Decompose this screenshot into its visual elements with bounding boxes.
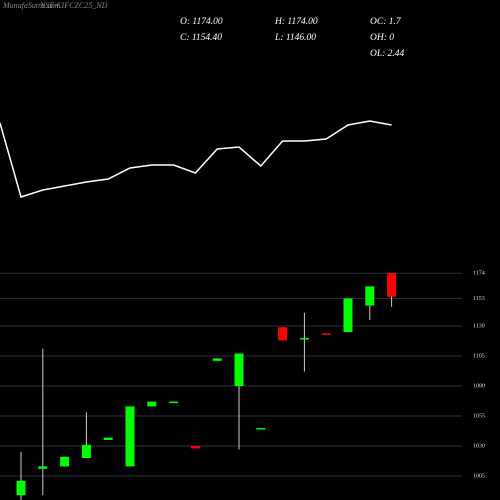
candle-body (256, 428, 266, 430)
candle-body (169, 401, 179, 404)
watermark: MunafaSutra.com (2, 1, 61, 10)
ohlc-value: OC: 1.7 (370, 17, 402, 27)
y-tick-label: 1030 (473, 443, 485, 449)
candle-body (190, 446, 200, 449)
candle-body (60, 456, 70, 467)
y-tick-label: 1174 (473, 271, 485, 277)
y-tick-label: 1080 (473, 383, 485, 389)
ohlc-value: O: 1174.00 (180, 17, 223, 27)
candle-body (38, 466, 48, 469)
y-tick-label: 1105 (473, 353, 485, 359)
y-tick-label: 1055 (473, 413, 485, 419)
candle-body (212, 358, 222, 361)
symbol: NSE CIFCZC25_ND (39, 1, 108, 10)
candle-body (16, 480, 26, 496)
ohlc-value: H: 1174.00 (274, 17, 318, 27)
ohlc-value: OH: 0 (370, 33, 394, 43)
candle-body (103, 437, 113, 440)
candle-body (365, 286, 375, 306)
candle-body (343, 298, 353, 332)
candle-body (278, 327, 288, 341)
candle-body (234, 353, 244, 386)
candle-body (299, 338, 309, 340)
candle-body (321, 333, 331, 335)
y-tick-label: 1005 (473, 473, 485, 479)
ohlc-value: L: 1146.00 (274, 33, 316, 43)
line (0, 120, 392, 198)
y-tick-label: 1153 (473, 296, 485, 302)
ohlc-value: OL: 2.44 (370, 49, 405, 59)
y-tick-label: 1130 (473, 323, 485, 329)
candle-body (387, 273, 397, 297)
candle-body (81, 444, 91, 458)
ohlc-value: C: 1154.40 (180, 33, 222, 43)
candle-body (147, 401, 157, 407)
candle-body (125, 406, 135, 467)
